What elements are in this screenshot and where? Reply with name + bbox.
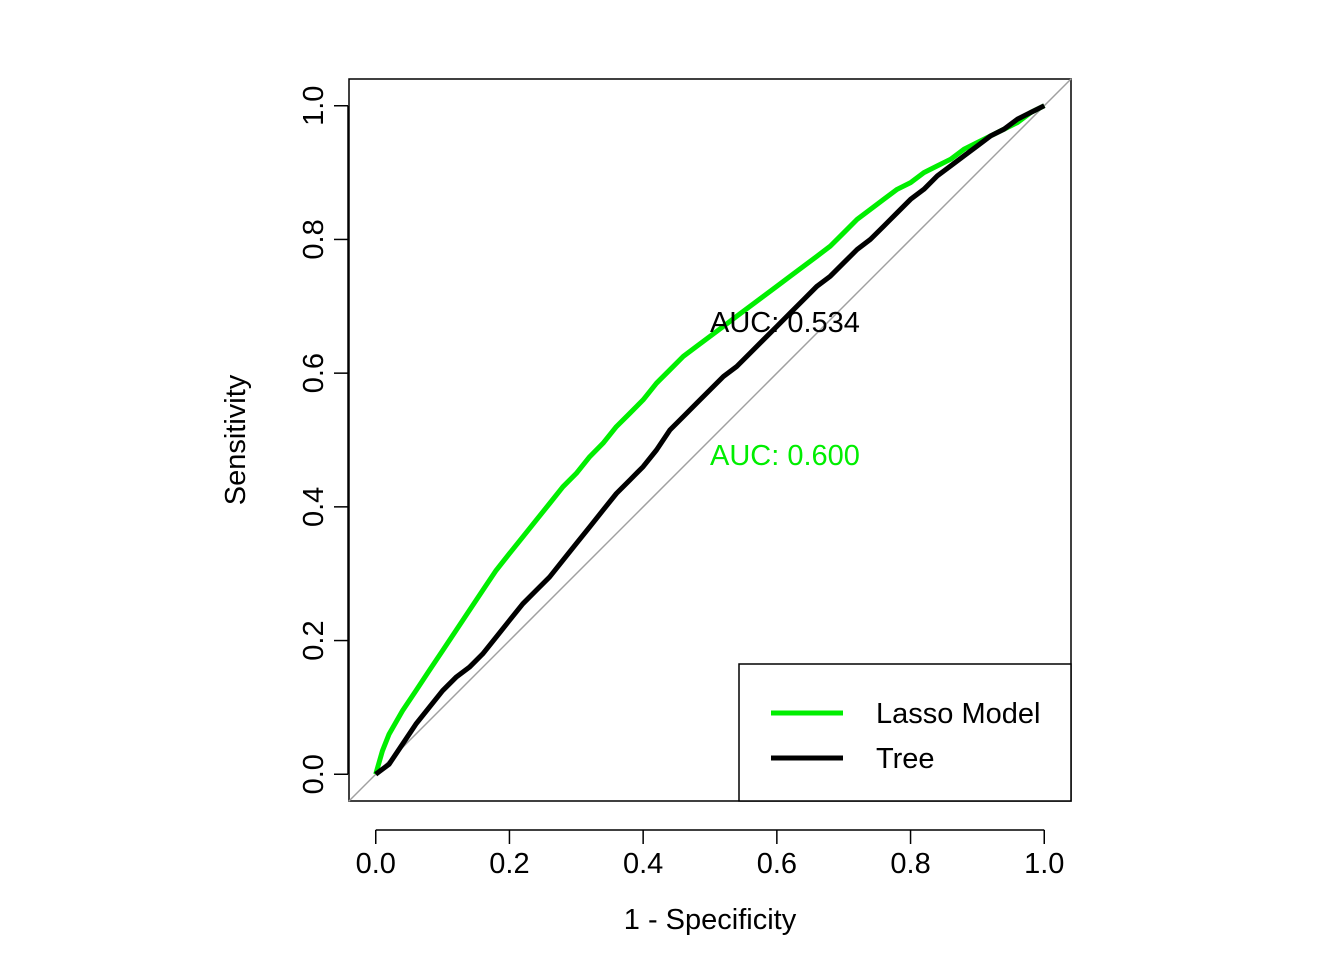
y-axis-label: Sensitivity — [220, 374, 252, 505]
x-tick-label: 0.8 — [890, 848, 930, 880]
x-axis-label: 1 - Specificity — [624, 904, 797, 936]
x-tick-label: 0.4 — [623, 848, 663, 880]
x-tick-label: 0.0 — [356, 848, 396, 880]
reference-diagonal-line — [348, 78, 1072, 802]
series-line-lasso-model — [373, 103, 1046, 775]
legend-label-lasso: Lasso Model — [876, 698, 1040, 730]
auc-label-tree: AUC: 0.534 — [710, 307, 860, 339]
y-axis: 0.0 0.2 0.4 0.6 0.8 1.0 — [298, 86, 349, 794]
x-tick-label: 0.2 — [489, 848, 529, 880]
y-tick-label: 0.4 — [298, 487, 330, 527]
y-tick-label: 1.0 — [298, 86, 330, 126]
series-lines — [373, 103, 1046, 777]
legend-box — [738, 663, 1072, 802]
y-tick-label: 0.8 — [298, 219, 330, 259]
legend: Lasso Model Tree — [738, 663, 1072, 802]
x-axis: 0.0 0.2 0.4 0.6 0.8 1.0 — [356, 829, 1064, 880]
series-line-tree — [374, 103, 1046, 777]
y-tick-label: 0.6 — [298, 353, 330, 393]
x-tick-label: 0.6 — [757, 848, 797, 880]
legend-label-tree: Tree — [876, 743, 935, 775]
y-tick-label: 0.2 — [298, 620, 330, 660]
x-tick-label: 1.0 — [1024, 848, 1064, 880]
auc-label-lasso: AUC: 0.600 — [710, 440, 860, 472]
plot-box — [348, 78, 1072, 802]
y-tick-label: 0.0 — [298, 754, 330, 794]
